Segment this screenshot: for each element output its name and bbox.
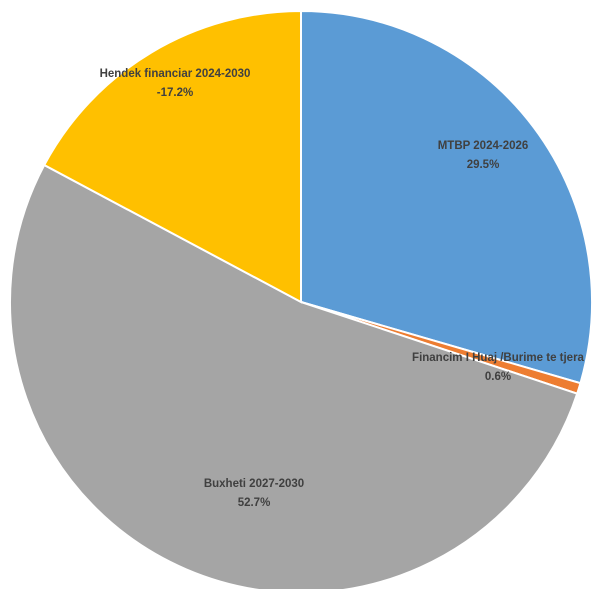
slice-label-3: Hendek financiar 2024-2030 -17.2% (100, 68, 251, 99)
slice-value-label-1: 0.6% (485, 371, 511, 383)
pie-slice-2 (9, 163, 579, 589)
slice-label-2: Buxheti 2027-2030 52.7% (204, 478, 304, 509)
slice-category-label-0: MTBP 2024-2026 (438, 140, 529, 152)
slice-category-label-3: Hendek financiar 2024-2030 (100, 68, 251, 80)
slice-value-label-2: 52.7% (238, 497, 271, 509)
slice-value-label-3: -17.2% (157, 87, 193, 99)
slice-value-label-0: 29.5% (467, 159, 500, 171)
pie-slice-0 (300, 9, 593, 385)
slice-category-label-1: Financim I Huaj /Burime te tjera (412, 352, 585, 364)
pie-slice-3 (42, 9, 302, 304)
slice-label-0: MTBP 2024-2026 29.5% (438, 140, 529, 171)
slice-label-1: Financim I Huaj /Burime te tjera 0.6% (412, 352, 585, 383)
slice-category-label-2: Buxheti 2027-2030 (204, 478, 304, 490)
